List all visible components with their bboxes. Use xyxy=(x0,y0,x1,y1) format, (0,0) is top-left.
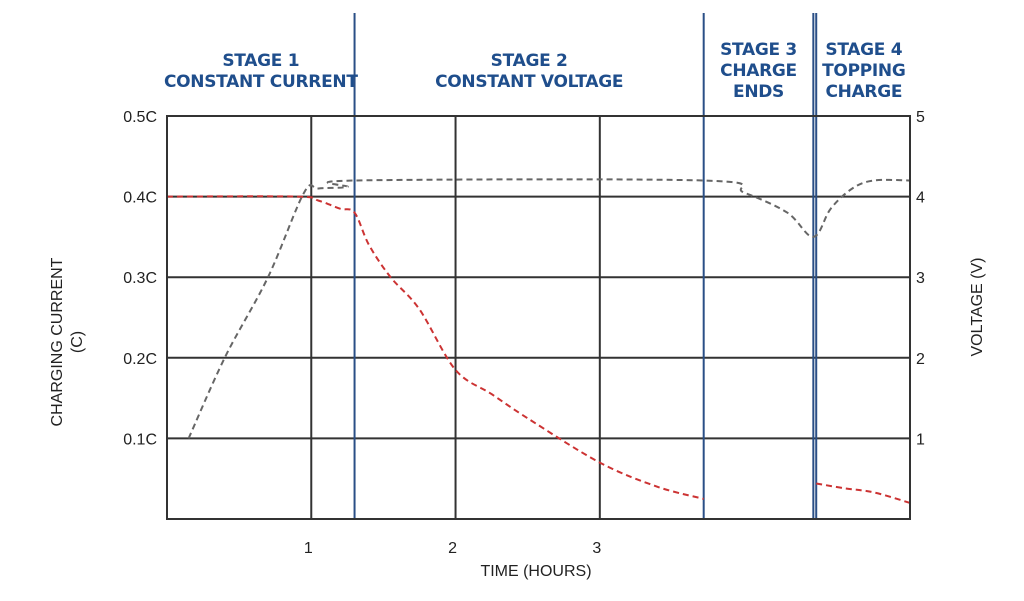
y-tick-label: 0.3C xyxy=(123,270,157,287)
x-axis-label: TIME (HOURS) xyxy=(480,563,591,580)
grid-layer xyxy=(167,115,910,519)
x-tick-label: 1 xyxy=(304,540,313,557)
y2-tick-label: 4 xyxy=(916,190,925,207)
stage-title-line: STAGE 3 xyxy=(720,40,797,60)
stage-title-line: STAGE 2 xyxy=(491,51,568,71)
y2-tick-label: 1 xyxy=(916,431,925,448)
y2-axis-label: VOLTAGE (V) xyxy=(969,258,986,357)
current-series-line xyxy=(166,195,704,500)
stage-title-line: CHARGE xyxy=(825,82,902,102)
y-tick-label: 0.2C xyxy=(123,351,157,368)
x-tick-label: 3 xyxy=(592,540,601,557)
stage-layer xyxy=(353,13,818,519)
stage-title-line: TOPPING xyxy=(822,61,905,81)
stage-title-line: ENDS xyxy=(733,82,784,102)
series-layer xyxy=(166,178,911,504)
y-tick-label: 0.1C xyxy=(123,431,157,448)
y2-tick-label: 2 xyxy=(916,351,925,368)
stage-title-line: STAGE 1 xyxy=(222,51,299,71)
current-series-line xyxy=(816,482,911,504)
tick-layer: 0.1C 0.2C 0.3C 0.4C 0.5C 1 2 3 4 5 1 2 3 xyxy=(123,109,925,557)
y2-tick-label: 3 xyxy=(916,270,925,287)
y2-tick-label: 5 xyxy=(916,109,925,126)
voltage-series-line xyxy=(187,178,911,439)
plot-frame xyxy=(166,115,911,520)
x-tick-label: 2 xyxy=(448,540,457,557)
y-tick-label: 0.5C xyxy=(123,109,157,126)
stage-title-line: CONSTANT CURRENT xyxy=(164,72,358,92)
stage-title-line: CONSTANT VOLTAGE xyxy=(435,72,623,92)
y-tick-label: 0.4C xyxy=(123,190,157,207)
stage-title-line: STAGE 4 xyxy=(825,40,902,60)
stage-title-line: CHARGE xyxy=(720,61,797,81)
y-axis-label: CHARGING CURRENT (C) xyxy=(49,257,86,426)
